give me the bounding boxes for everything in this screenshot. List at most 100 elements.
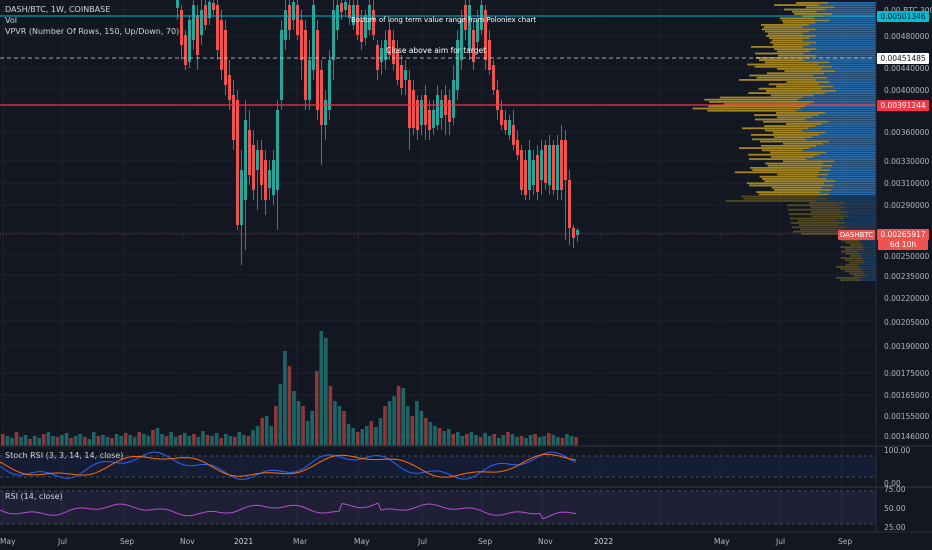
vp-row-down-105 [801, 233, 842, 235]
vp-row-up-40 [836, 90, 876, 92]
candle-51 [380, 48, 383, 62]
chart-legend[interactable]: DASH/BTC, 1W, COINBASE Vol VPVR (Number … [5, 4, 179, 37]
candle-20 [256, 150, 259, 170]
time-axis[interactable]: May Jul Sep Nov 2021 Mar May Jul Sep Nov… [0, 537, 852, 546]
price-axis[interactable]: 0.00 BTC 300 0.00480000 0.00440000 0.004000… [884, 6, 932, 441]
vp-row-up-120 [860, 266, 876, 268]
vp-row-down-58 [765, 129, 803, 132]
volume-bar-54 [246, 436, 251, 446]
vp-row-down-50 [776, 112, 825, 114]
vp-row-down-70 [771, 156, 813, 158]
vp-row-down-120 [836, 266, 860, 268]
stoch-axis-0: 0.00 [884, 479, 901, 488]
volume-bar-55 [251, 430, 255, 446]
candle-34 [312, 5, 315, 70]
candle-93 [548, 145, 551, 185]
candle-8 [208, 2, 211, 18]
vp-row-up-30 [821, 68, 876, 70]
volume-bar-126 [574, 437, 578, 446]
candle-60 [416, 100, 419, 130]
vp-row-down-24 [778, 54, 817, 57]
vp-row-up-85 [831, 189, 876, 191]
time-label-jul-2: Jul [417, 537, 427, 546]
vp-row-up-62 [805, 138, 876, 141]
volume-bar-4 [19, 437, 23, 446]
candle-70 [456, 40, 459, 90]
annotation-bottom-value-range[interactable]: Bottom of long term value range from Pol… [351, 16, 537, 24]
rsi-label[interactable]: RSI (14, close) [5, 492, 63, 501]
vp-row-up-43 [802, 96, 876, 99]
stoch-rsi-label[interactable]: Stoch RSI (3, 3, 14, 14, close) [5, 451, 124, 460]
vp-row-down-117 [844, 259, 864, 262]
vp-row-up-74 [832, 164, 876, 167]
volume-bar-66 [301, 406, 305, 446]
vpvr-indicator-label[interactable]: VPVR (Number Of Rows, 150, Up/Down, 70) [5, 27, 180, 36]
volume-bar-87 [396, 386, 401, 446]
price-axis-label: 0.00310000 [884, 179, 930, 188]
vp-row-up-33 [813, 74, 876, 77]
volume-bar-52 [237, 432, 242, 446]
volume-bar-25 [114, 434, 119, 446]
vp-row-up-77 [819, 171, 876, 174]
candle-43 [348, 5, 351, 18]
candle-56 [400, 65, 403, 88]
candle-11 [220, 20, 223, 70]
vp-row-up-90 [816, 200, 876, 202]
volume-bar-6 [28, 439, 32, 446]
vp-row-up-55 [822, 123, 876, 125]
vp-row-down-26 [759, 59, 804, 61]
candle-24 [272, 160, 275, 195]
volume-indicator-label[interactable]: Vol [5, 16, 17, 25]
volume-bar-22 [101, 435, 105, 446]
volume-bar-104 [474, 435, 478, 446]
vp-row-down-47 [708, 105, 806, 108]
candle-96 [560, 140, 563, 190]
candle-84 [512, 125, 515, 145]
candle-26 [280, 30, 283, 100]
vp-row-down-29 [754, 65, 832, 68]
vp-row-up-10 [809, 24, 876, 26]
annotation-close-above[interactable]: Close above aim for target [386, 46, 487, 55]
volume-bar-16 [73, 436, 78, 446]
volume-bar-65 [296, 401, 301, 446]
candle-49 [372, 10, 375, 35]
symbol-title[interactable]: DASH/BTC, 1W, COINBASE [5, 5, 111, 14]
candle-6 [200, 10, 203, 35]
vp-row-up-28 [818, 63, 876, 66]
vp-row-down-16 [769, 37, 810, 39]
volume-bar-27 [123, 433, 128, 446]
vp-row-up-49 [796, 109, 876, 112]
volume-bar-67 [305, 421, 310, 446]
vp-row-up-65 [816, 145, 876, 147]
candle-37 [324, 100, 327, 125]
candle-95 [556, 145, 559, 190]
vp-row-up-70 [813, 156, 876, 158]
vp-row-down-8 [782, 19, 830, 22]
vp-row-down-101 [799, 224, 839, 226]
vp-row-up-13 [809, 30, 876, 33]
price-axis-label: 0.00146000 [884, 432, 930, 441]
candle-97 [564, 140, 567, 180]
vp-row-down-115 [850, 255, 861, 257]
price-axis-label: 0.00290000 [884, 201, 930, 210]
vp-row-up-0 [828, 2, 876, 4]
vp-row-down-0 [796, 2, 828, 4]
candle-63 [428, 110, 431, 130]
candle-90 [536, 155, 539, 192]
candle-57 [404, 70, 407, 80]
candle-78 [488, 40, 491, 70]
vp-row-up-93 [846, 206, 876, 209]
vp-row-up-1 [819, 4, 876, 6]
candlesticks[interactable] [176, 0, 579, 265]
volume-bar-41 [187, 436, 192, 446]
volume-bar-94 [428, 422, 433, 446]
vp-row-up-11 [802, 26, 876, 28]
vp-row-up-79 [817, 175, 876, 178]
vp-row-up-94 [839, 208, 876, 211]
candle-38 [328, 60, 331, 110]
volume-bar-21 [96, 436, 101, 446]
vp-row-down-33 [749, 74, 813, 77]
volume-bar-46 [210, 436, 214, 446]
vp-row-down-91 [809, 202, 845, 204]
